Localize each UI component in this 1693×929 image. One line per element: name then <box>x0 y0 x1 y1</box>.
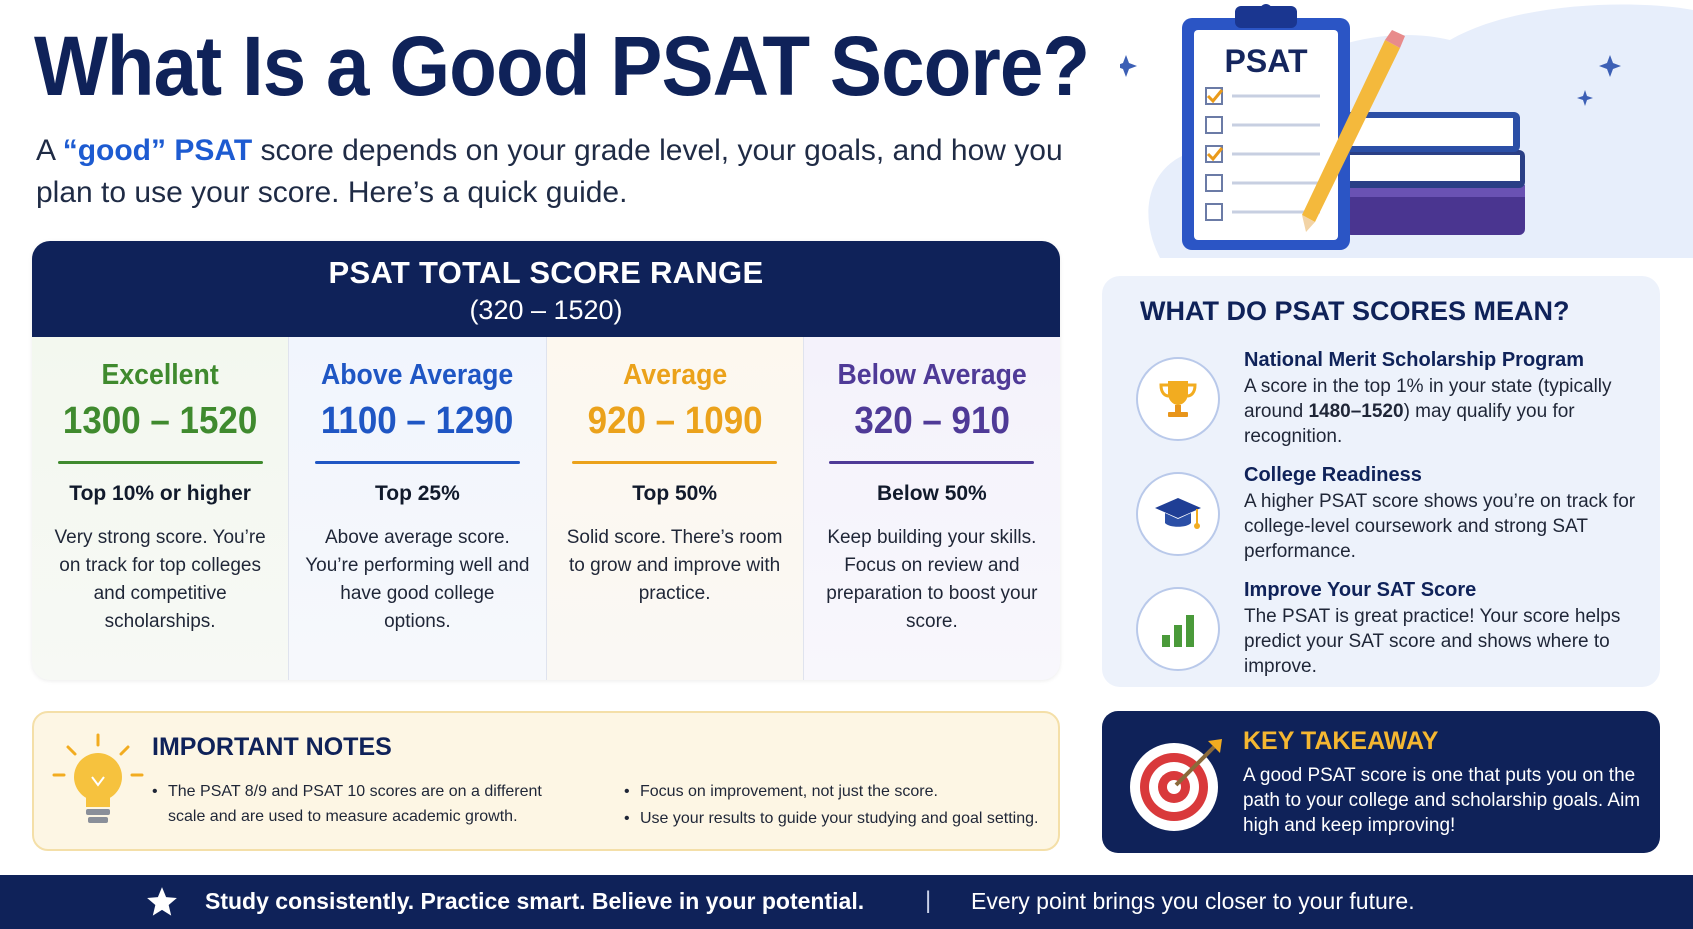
lightbulb-icon <box>48 733 148 833</box>
score-range-header: PSAT TOTAL SCORE RANGE (320 – 1520) <box>32 241 1060 337</box>
key-takeaway-title: KEY TAKEAWAY <box>1243 727 1439 755</box>
meaning-item-desc: A higher PSAT score shows you’re on trac… <box>1244 491 1636 562</box>
tier-divider <box>829 461 1035 464</box>
page-subtitle: A “good” PSAT score depends on your grad… <box>36 134 1063 209</box>
score-tier-below-average: Below Average 320 – 910 Below 50% Keep buil… <box>803 337 1060 680</box>
graduation-cap-icon <box>1136 472 1220 556</box>
footer-motto: Study consistently. Practice smart. Beli… <box>205 888 865 914</box>
key-takeaway-card: KEY TAKEAWAY A good PSAT score is one th… <box>1102 711 1660 853</box>
tier-range: 1300 – 1520 <box>62 400 258 442</box>
tier-range: 920 – 1090 <box>587 400 763 442</box>
meaning-item-title: Improve Your SAT Score <box>1244 579 1477 601</box>
footer-tagline: Every point brings you closer to your fu… <box>971 888 1415 914</box>
score-tiers: Excellent 1300 – 1520 Top 10% or higher Ver… <box>32 337 1060 680</box>
key-takeaway-text: A good PSAT score is one that puts you o… <box>1243 765 1641 836</box>
target-icon <box>1126 733 1226 833</box>
important-notes-title: IMPORTANT NOTES <box>152 733 392 761</box>
page-title: What Is a Good PSAT Score? <box>34 19 1090 113</box>
score-range-subheading: (320 – 1520) <box>469 295 623 325</box>
tier-level: Average <box>622 359 727 391</box>
tier-percentile: Below 50% <box>877 482 987 505</box>
psat-clipboard-illustration: PSAT <box>1092 0 1693 259</box>
star-icon <box>145 885 179 924</box>
meaning-item-desc: The PSAT is great practice! Your score h… <box>1244 606 1621 677</box>
tier-percentile: Top 50% <box>632 482 718 505</box>
clipboard-icon: PSAT <box>1182 4 1350 250</box>
footer-separator: | <box>925 887 932 914</box>
score-range-card: PSAT TOTAL SCORE RANGE (320 – 1520) Exce… <box>32 241 1060 680</box>
score-tier-average: Average 920 – 1090 Top 50% Solid score. The… <box>546 337 804 680</box>
pencil-icon <box>1302 30 1405 232</box>
note-item: Focus on improvement, not just the score… <box>624 779 1044 804</box>
tier-description: Keep building your skills. Focus on revi… <box>826 527 1038 632</box>
tier-range: 1100 – 1290 <box>321 400 514 442</box>
tier-description: Solid score. There’s room to grow and im… <box>566 527 783 604</box>
meaning-item-title: College Readiness <box>1244 464 1422 486</box>
tier-level: Excellent <box>101 359 219 391</box>
tier-description: Above average score. You’re performing w… <box>305 527 530 632</box>
tier-percentile: Top 25% <box>374 482 460 505</box>
meaning-item-improve-sat: Improve Your SAT Score The PSAT is great… <box>1132 579 1642 689</box>
meaning-item-desc: A score in the top 1% in your state (typ… <box>1244 376 1612 447</box>
tier-percentile: Top 10% or higher <box>69 482 251 505</box>
score-meaning-title: WHAT DO PSAT SCORES MEAN? <box>1140 296 1570 326</box>
subtitle-highlight-good: “good” <box>62 134 167 167</box>
subtitle-highlight-psat: PSAT <box>174 134 253 167</box>
bar-chart-icon <box>1136 587 1220 671</box>
score-tier-above-average: Above Average 1100 – 1290 Top 25% Above ave… <box>289 337 547 680</box>
tier-description: Very strong score. You’re on track for t… <box>54 527 266 632</box>
meaning-item-national-merit: National Merit Scholarship Program A sco… <box>1132 349 1642 459</box>
important-notes-card: IMPORTANT NOTES The PSAT 8/9 and PSAT 10… <box>32 711 1060 851</box>
tier-divider <box>57 461 263 464</box>
score-tier-excellent: Excellent 1300 – 1520 Top 10% or higher Ver… <box>32 337 290 680</box>
footer-banner: Study consistently. Practice smart. Beli… <box>0 875 1693 929</box>
note-item: The PSAT 8/9 and PSAT 10 scores are on a… <box>152 779 582 829</box>
tier-divider <box>314 461 520 464</box>
trophy-icon <box>1136 357 1220 441</box>
clipboard-label: PSAT <box>1225 43 1308 79</box>
tier-range: 320 – 910 <box>854 400 1010 442</box>
tier-level: Below Average <box>837 359 1027 391</box>
meaning-item-title: National Merit Scholarship Program <box>1244 349 1585 371</box>
tier-divider <box>572 461 778 464</box>
score-meaning-card: WHAT DO PSAT SCORES MEAN? National Merit… <box>1102 276 1660 687</box>
tier-level: Above Average <box>321 359 514 391</box>
books-icon <box>1335 112 1525 235</box>
note-item: Use your results to guide your studying … <box>624 806 1044 831</box>
score-range-heading: PSAT TOTAL SCORE RANGE <box>328 255 764 290</box>
meaning-item-college-readiness: College Readiness A higher PSAT score sh… <box>1132 464 1642 574</box>
